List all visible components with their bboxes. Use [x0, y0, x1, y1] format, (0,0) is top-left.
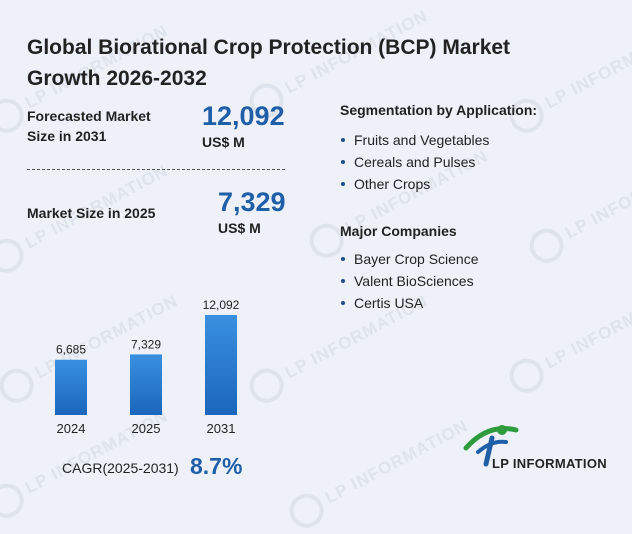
data-label: 6,685 — [56, 343, 86, 357]
list-item: Valent BioSciences — [340, 270, 479, 292]
list-item: Certis USA — [340, 292, 479, 314]
list-item: Fruits and Vegetables — [340, 129, 489, 151]
cagr-value: 8.7% — [190, 453, 243, 479]
bar-chart: 6,685 2024 7,329 2025 12,092 2031 — [55, 298, 240, 436]
forecast-value: 12,092 — [202, 101, 285, 131]
x-tick-label: 2031 — [207, 421, 236, 436]
x-tick-label: 2024 — [57, 421, 86, 436]
bar-2031 — [205, 315, 237, 415]
divider — [27, 169, 285, 170]
data-label: 7,329 — [131, 337, 161, 351]
list-item: Other Crops — [340, 173, 489, 195]
forecast-label: Forecasted Market Size in 2031 — [27, 108, 151, 144]
segmentation-list: Fruits and Vegetables Cereals and Pulses… — [340, 129, 489, 195]
list-item: Bayer Crop Science — [340, 248, 479, 270]
cagr-label: CAGR(2025-2031) — [62, 460, 179, 476]
companies-list: Bayer Crop Science Valent BioSciences Ce… — [340, 248, 479, 314]
current-unit: US$ M — [218, 220, 261, 236]
lp-information-logo — [463, 425, 519, 467]
data-label: 12,092 — [203, 298, 240, 312]
bar-2024 — [55, 359, 87, 415]
bar-2025 — [130, 354, 162, 415]
x-tick-label: 2025 — [132, 421, 161, 436]
page-title: Global Biorational Crop Protection (BCP)… — [27, 36, 511, 90]
segmentation-title: Segmentation by Application: — [340, 102, 538, 118]
logo-text: LP INFORMATION — [492, 456, 607, 471]
forecast-unit: US$ M — [202, 134, 245, 150]
companies-title: Major Companies — [340, 223, 457, 239]
list-item: Cereals and Pulses — [340, 151, 489, 173]
current-label: Market Size in 2025 — [27, 205, 156, 221]
current-value: 7,329 — [218, 187, 286, 217]
